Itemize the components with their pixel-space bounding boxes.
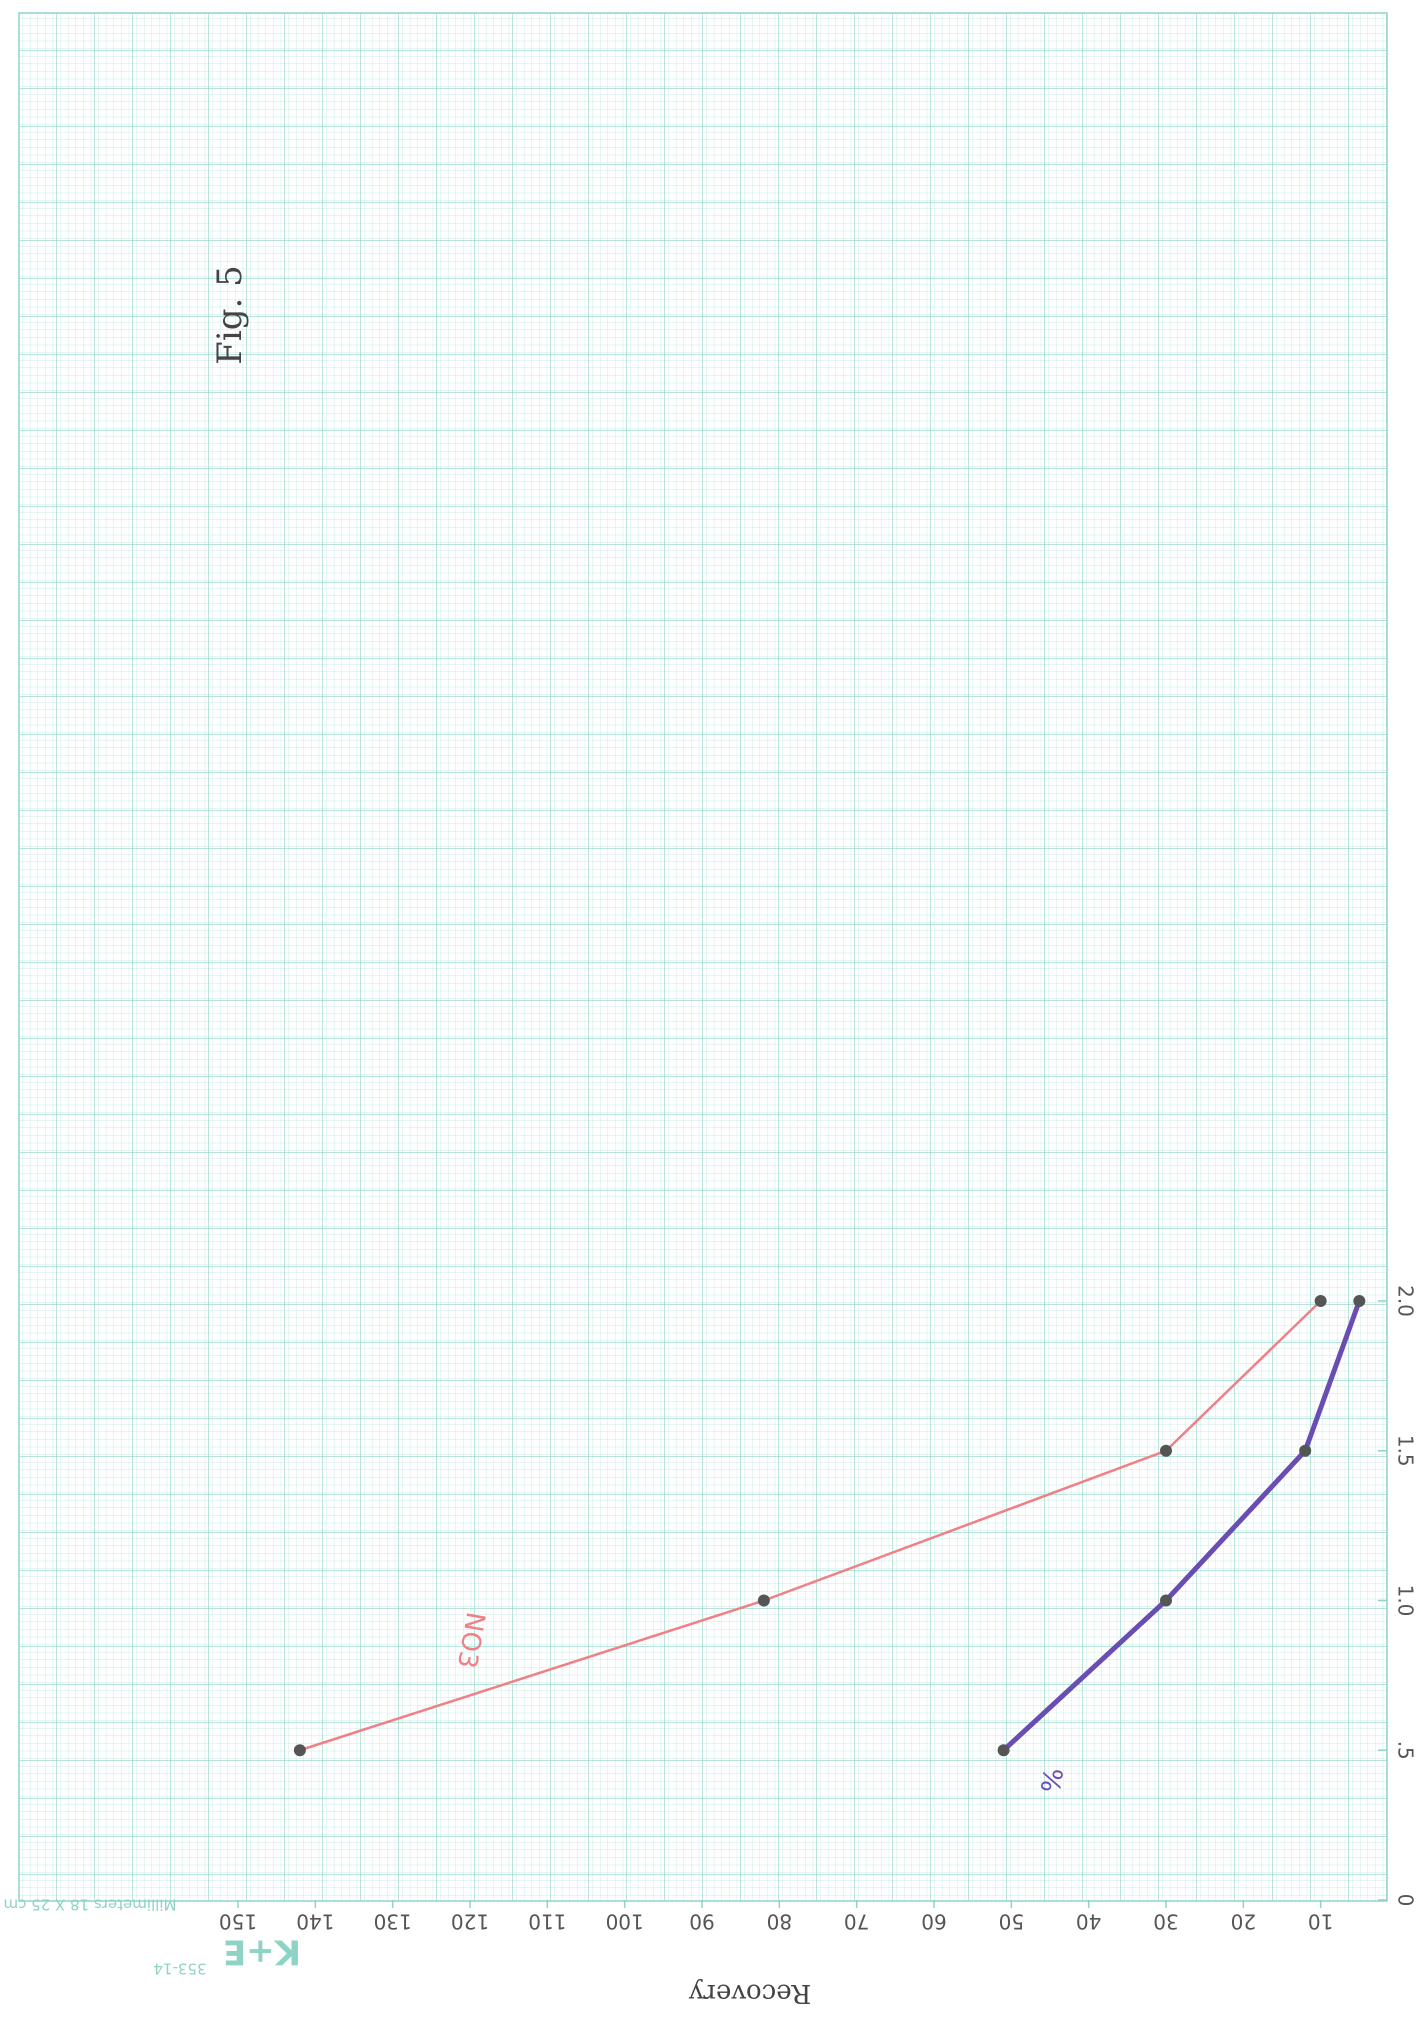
- y-tick-label: 100: [606, 1910, 644, 1934]
- chart-title: Fig. 5: [210, 265, 250, 364]
- y-tick-label: 10: [1308, 1910, 1333, 1934]
- x-tick-label: .5: [1394, 1741, 1418, 1760]
- y-tick-label: 90: [689, 1910, 714, 1934]
- chart: Fig. 5 Recovery K+E 353-14 Millimeters 1…: [0, 0, 1421, 2017]
- y-tick-label: 70: [844, 1910, 869, 1934]
- data-point: [998, 1744, 1010, 1756]
- data-point: [1299, 1445, 1311, 1457]
- data-point: [294, 1744, 306, 1756]
- data-point: [1315, 1295, 1327, 1307]
- y-tick-label: 140: [296, 1910, 334, 1934]
- y-tick-label: 150: [219, 1910, 257, 1934]
- paper-brand: K+E 353-14 Millimeters 18 X 25 cm: [4, 1896, 302, 1978]
- data-point: [1160, 1445, 1172, 1457]
- data-point: [758, 1595, 770, 1607]
- series-label: %: [1034, 1765, 1068, 1795]
- x-tick-label: 2.0: [1394, 1285, 1418, 1317]
- x-tick-label: 1.5: [1394, 1435, 1418, 1467]
- y-tick-label: 80: [767, 1910, 792, 1934]
- paper-number: 353-14: [153, 1960, 206, 1978]
- y-tick-label: 40: [1076, 1910, 1101, 1934]
- data-point: [1353, 1295, 1365, 1307]
- y-tick-label: 30: [1153, 1910, 1178, 1934]
- y-tick-label: 20: [1231, 1910, 1256, 1934]
- y-axis-title: Recovery: [689, 1978, 812, 2008]
- y-tick-label: 110: [528, 1910, 566, 1934]
- paper-size: Millimeters 18 X 25 cm: [4, 1896, 177, 1914]
- y-tick-label: 130: [374, 1910, 412, 1934]
- paper-brand-logo: K+E: [223, 1932, 301, 1972]
- page: Fig. 5 Recovery K+E 353-14 Millimeters 1…: [0, 0, 1421, 2017]
- x-tick-label: 1.0: [1394, 1585, 1418, 1617]
- data-point: [1160, 1595, 1172, 1607]
- y-tick-label: 60: [921, 1910, 946, 1934]
- y-tick-label: 120: [451, 1910, 489, 1934]
- x-tick-label: 0: [1394, 1894, 1418, 1907]
- y-tick-label: 50: [999, 1910, 1024, 1934]
